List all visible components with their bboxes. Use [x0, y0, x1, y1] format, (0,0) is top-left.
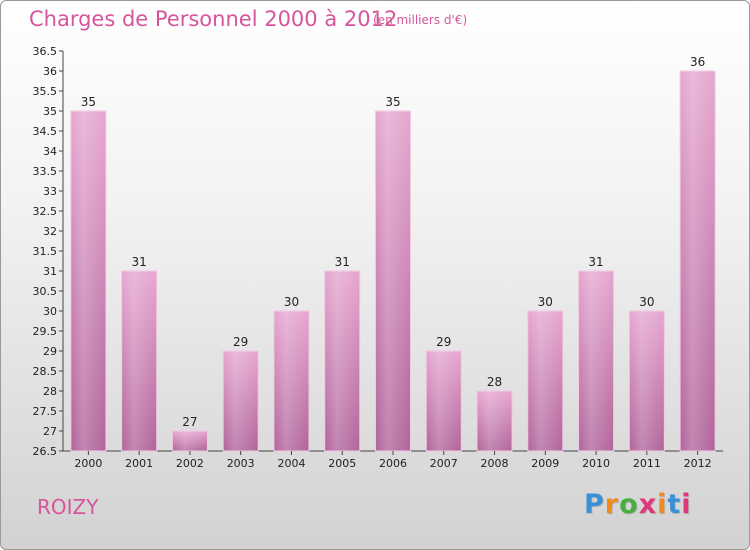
x-tick-label: 2000 [74, 457, 102, 470]
data-label: 35 [81, 95, 96, 109]
x-tick-label: 2001 [125, 457, 153, 470]
y-tick-label: 30 [43, 305, 57, 318]
y-tick-label: 32.5 [33, 205, 58, 218]
x-tick-label: 2009 [531, 457, 559, 470]
y-tick-label: 34.5 [33, 125, 58, 138]
bar-shine [223, 351, 259, 451]
x-tick-label: 2004 [277, 457, 305, 470]
x-tick-label: 2005 [328, 457, 356, 470]
bar-shine [680, 71, 716, 451]
y-tick-label: 27.5 [33, 405, 58, 418]
data-label: 30 [284, 295, 299, 309]
proxiti-logo: Proxiti [584, 489, 692, 520]
y-tick-label: 33 [43, 185, 57, 198]
bar-shine [375, 111, 411, 451]
x-tick-label: 2002 [176, 457, 204, 470]
x-tick-label: 2008 [481, 457, 509, 470]
x-tick-label: 2011 [633, 457, 661, 470]
logo-letter: r [604, 489, 620, 520]
data-label: 31 [132, 255, 147, 269]
data-label: 31 [335, 255, 350, 269]
x-tick-label: 2007 [430, 457, 458, 470]
bar-shine [629, 311, 665, 451]
bar-shine [172, 431, 208, 451]
data-label: 28 [487, 375, 502, 389]
chart-subtitle: (en milliers d'€) [373, 13, 468, 27]
data-label: 29 [436, 335, 451, 349]
y-tick-label: 36 [43, 65, 57, 78]
data-label: 29 [233, 335, 248, 349]
logo-letter: i [657, 489, 668, 520]
y-tick-label: 28.5 [33, 365, 58, 378]
data-label: 27 [182, 415, 197, 429]
logo-letter: o [619, 489, 639, 520]
x-tick-label: 2006 [379, 457, 407, 470]
data-label: 36 [690, 55, 705, 69]
y-tick-label: 35.5 [33, 85, 58, 98]
data-label: 31 [588, 255, 603, 269]
bar-shine [527, 311, 563, 451]
y-tick-label: 31 [43, 265, 57, 278]
data-label: 30 [538, 295, 553, 309]
y-tick-label: 26.5 [33, 445, 58, 458]
x-tick-label: 2012 [684, 457, 712, 470]
y-tick-label: 34 [43, 145, 57, 158]
data-label: 35 [385, 95, 400, 109]
y-tick-label: 28 [43, 385, 57, 398]
y-tick-label: 29.5 [33, 325, 58, 338]
y-tick-label: 36.5 [33, 45, 58, 58]
logo-letter: i [681, 489, 692, 520]
y-tick-label: 30.5 [33, 285, 58, 298]
logo-letter: P [584, 489, 605, 520]
bar-shine [477, 391, 513, 451]
logo-letter: t [667, 489, 682, 520]
logo-letter: x [638, 489, 658, 520]
bar-shine [578, 271, 614, 451]
y-tick-label: 31.5 [33, 245, 58, 258]
chart-title: Charges de Personnel 2000 à 2012 [29, 7, 398, 31]
y-tick-label: 29 [43, 345, 57, 358]
y-tick-label: 35 [43, 105, 57, 118]
y-tick-label: 32 [43, 225, 57, 238]
city-name: ROIZY [37, 495, 99, 519]
bar-shine [121, 271, 157, 451]
x-tick-label: 2003 [227, 457, 255, 470]
x-tick-label: 2010 [582, 457, 610, 470]
bar-shine [426, 351, 462, 451]
y-tick-label: 33.5 [33, 165, 58, 178]
data-label: 30 [639, 295, 654, 309]
y-tick-label: 27 [43, 425, 57, 438]
bar-shine [273, 311, 309, 451]
bar-shine [70, 111, 106, 451]
bar-shine [324, 271, 360, 451]
